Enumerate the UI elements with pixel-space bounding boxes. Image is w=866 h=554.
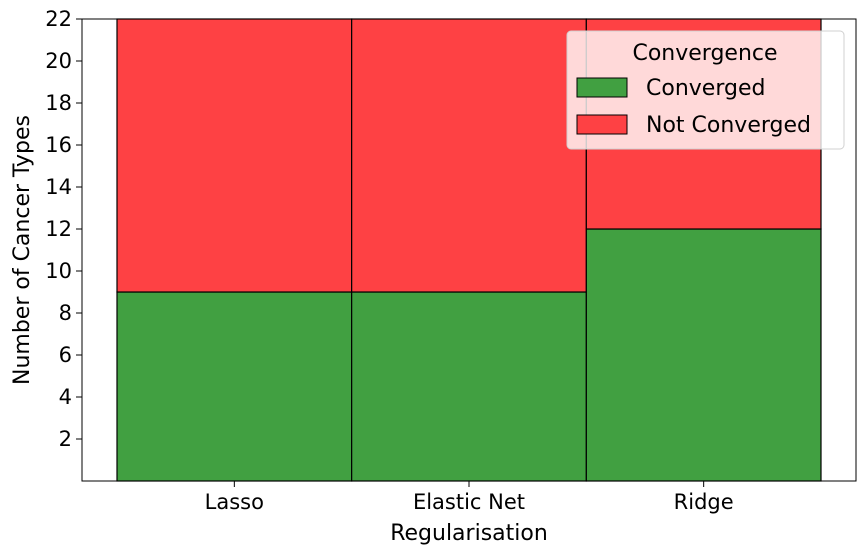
bar-lasso-not-converged [116,18,353,293]
y-tick-label: 10 [45,259,72,283]
x-tick-label: Ridge [674,490,734,514]
legend: Convergence Converged Not Converged [566,30,845,150]
y-tick-label: 20 [45,49,72,73]
y-tick-label: 6 [59,343,72,367]
legend-box [566,30,845,150]
y-tick-label: 8 [59,301,72,325]
bar-elastic-net-converged [351,291,587,482]
y-axis-label: Number of Cancer Types [10,115,35,385]
legend-swatch-converged [576,77,628,98]
y-tick-label: 4 [59,385,72,409]
legend-label-not-converged: Not Converged [646,113,811,138]
legend-title: Convergence [632,41,777,66]
bar-elastic-net-not-converged [351,18,587,293]
y-tick-label: 16 [45,133,72,157]
x-tick-label: Elastic Net [413,490,525,514]
legend-swatch-not-converged [576,114,628,135]
y-tick-label: 2 [59,427,72,451]
y-tick-label: 22 [45,7,72,31]
x-axis: Lasso Elastic Net Ridge [205,481,734,514]
legend-label-converged: Converged [646,76,765,101]
y-axis: 2 4 6 8 10 12 14 16 18 20 22 [45,7,82,451]
y-tick-label: 14 [45,175,72,199]
y-tick-label: 18 [45,91,72,115]
x-tick-label: Lasso [205,490,264,514]
legend-entries: Converged Not Converged [576,76,811,138]
bar-ridge-converged [585,228,822,482]
x-axis-label: Regularisation [390,521,548,546]
y-tick-label: 12 [45,217,72,241]
bar-lasso-converged [116,291,353,482]
